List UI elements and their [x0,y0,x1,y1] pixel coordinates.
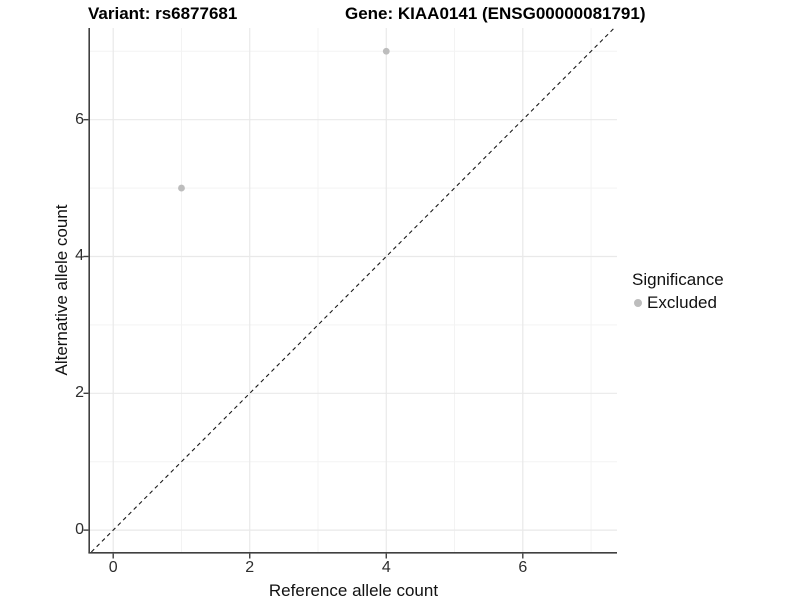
excluded-point-icon [634,299,642,307]
plot-title-gene: Gene: KIAA0141 (ENSG00000081791) [345,4,646,23]
data-point [382,47,390,55]
x-tick-label: 2 [245,559,255,576]
y-tick-label: 6 [75,110,84,128]
legend-item-label: Excluded [647,293,717,312]
legend-item-excluded: Excluded [632,293,724,313]
x-axis-title: Reference allele count [268,581,439,600]
identity-dashed-line [90,27,615,553]
x-tick-label: 4 [381,559,391,576]
data-point [178,184,185,192]
legend-title: Significance [632,270,724,289]
y-tick-label: 0 [75,521,84,539]
y-tick-label: 4 [75,247,84,265]
x-tick-label: 0 [108,559,118,576]
legend: Significance Excluded [632,270,724,313]
y-tick-label: 2 [75,384,84,402]
x-tick-label: 6 [518,559,528,576]
plot-title-variant: Variant: rs6877681 [88,4,238,23]
